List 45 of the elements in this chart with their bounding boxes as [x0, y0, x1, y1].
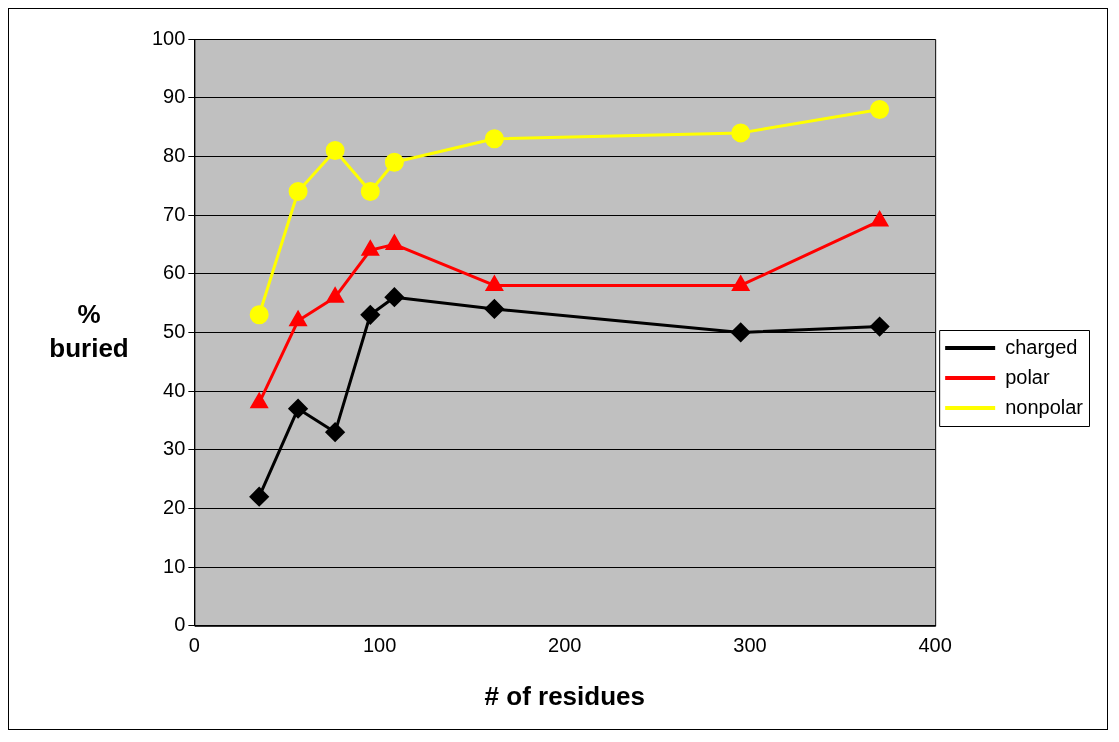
point — [361, 240, 379, 256]
y-tick-label: 60 — [163, 261, 186, 284]
point — [250, 393, 268, 409]
legend-label: charged — [1005, 335, 1078, 358]
y-axis-title: % buried — [49, 298, 129, 363]
point — [326, 287, 344, 303]
y-tick-label: 20 — [163, 495, 186, 518]
point — [325, 422, 345, 442]
point — [288, 399, 308, 419]
x-tick-label: 400 — [918, 634, 952, 657]
point — [731, 322, 751, 342]
point — [871, 211, 889, 227]
y-tick-label: 70 — [163, 202, 186, 225]
point — [870, 317, 890, 337]
point — [288, 182, 308, 202]
y-tick-label: 0 — [174, 613, 186, 636]
x-tick-label: 200 — [548, 634, 582, 657]
point — [384, 287, 404, 307]
y-tick-label: 30 — [163, 437, 186, 460]
point — [385, 234, 403, 250]
point — [325, 140, 345, 160]
point — [732, 275, 750, 291]
point — [731, 123, 751, 143]
point — [870, 99, 890, 119]
point — [249, 487, 269, 507]
point — [289, 311, 307, 327]
x-tick-label: 100 — [362, 634, 397, 657]
point — [249, 305, 269, 325]
point — [360, 305, 380, 325]
x-axis-title: # of residues — [484, 680, 645, 711]
x-tick-label: 0 — [188, 634, 200, 657]
y-tick-label: 40 — [163, 378, 186, 401]
point — [384, 152, 404, 172]
point — [360, 182, 380, 202]
y-tick-label: 50 — [163, 319, 186, 342]
legend-label: nonpolar — [1005, 395, 1084, 418]
y-tick-label: 10 — [163, 554, 186, 577]
point — [485, 275, 503, 291]
point — [484, 299, 504, 319]
y-tick-label: 80 — [163, 143, 186, 166]
point — [484, 129, 504, 149]
legend-label: polar — [1005, 365, 1050, 388]
x-tick-label: 300 — [733, 634, 767, 657]
y-tick-label: 100 — [151, 26, 186, 49]
y-tick-label: 90 — [163, 85, 186, 108]
